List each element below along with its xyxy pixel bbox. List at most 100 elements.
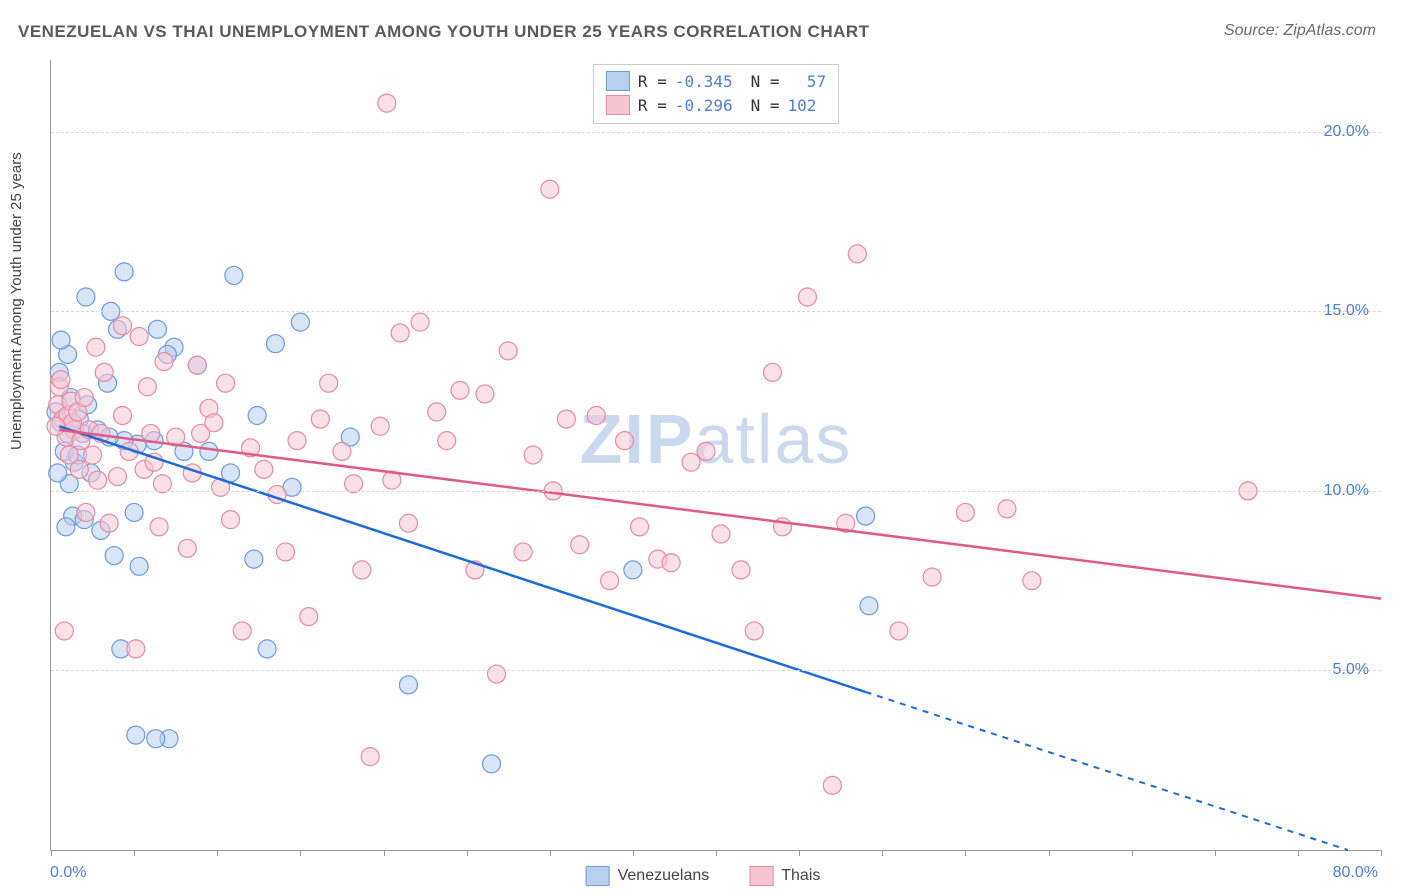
scatter-point: [848, 245, 866, 263]
x-axis-min-label: 0.0%: [50, 864, 86, 882]
legend-item-thais: Thais: [749, 866, 820, 886]
scatter-point: [890, 622, 908, 640]
scatter-point: [378, 94, 396, 112]
scatter-point: [399, 514, 417, 532]
scatter-point: [616, 432, 634, 450]
scatter-point: [488, 665, 506, 683]
scatter-point: [205, 414, 223, 432]
scatter-point: [276, 543, 294, 561]
scatter-point: [860, 597, 878, 615]
legend-label-thais: Thais: [781, 867, 820, 885]
scatter-point: [147, 730, 165, 748]
scatter-point: [601, 572, 619, 590]
scatter-point: [115, 263, 133, 281]
scatter-point: [1023, 572, 1041, 590]
legend-item-venezuelans: Venezuelans: [586, 866, 710, 886]
y-tick-label: 5.0%: [1333, 661, 1369, 679]
scatter-point: [956, 503, 974, 521]
scatter-point: [127, 726, 145, 744]
scatter-point: [662, 554, 680, 572]
scatter-point: [798, 288, 816, 306]
plot-svg: [51, 60, 1381, 850]
scatter-point: [148, 320, 166, 338]
scatter-point: [89, 471, 107, 489]
scatter-point: [764, 363, 782, 381]
scatter-point: [245, 550, 263, 568]
scatter-point: [233, 622, 251, 640]
scatter-point: [87, 338, 105, 356]
scatter-point: [483, 755, 501, 773]
source-label: Source: ZipAtlas.com: [1224, 22, 1376, 40]
scatter-point: [571, 536, 589, 554]
scatter-point: [631, 518, 649, 536]
scatter-point: [178, 539, 196, 557]
scatter-point: [255, 460, 273, 478]
scatter-point: [428, 403, 446, 421]
scatter-point: [57, 518, 75, 536]
scatter-point: [353, 561, 371, 579]
scatter-point: [150, 518, 168, 536]
scatter-point: [109, 468, 127, 486]
scatter-point: [113, 317, 131, 335]
scatter-point: [399, 676, 417, 694]
chart-area: ZIPatlas R = -0.345 N = 57 R = -0.296 N …: [50, 60, 1381, 851]
scatter-point: [411, 313, 429, 331]
page-title: VENEZUELAN VS THAI UNEMPLOYMENT AMONG YO…: [18, 22, 870, 42]
scatter-point: [697, 442, 715, 460]
scatter-point: [745, 622, 763, 640]
trend-line-extrapolated: [866, 692, 1348, 850]
trend-line: [59, 426, 865, 692]
scatter-point: [300, 608, 318, 626]
scatter-point: [712, 525, 730, 543]
scatter-point: [125, 503, 143, 521]
stats-row-thais: R = -0.296 N = 102: [606, 93, 826, 117]
swatch-venezuelans: [606, 71, 630, 91]
scatter-point: [225, 266, 243, 284]
stats-row-venezuelans: R = -0.345 N = 57: [606, 69, 826, 93]
scatter-point: [222, 511, 240, 529]
scatter-point: [514, 543, 532, 561]
scatter-point: [130, 557, 148, 575]
series-legend: Venezuelans Thais: [586, 866, 821, 886]
scatter-point: [587, 407, 605, 425]
legend-swatch-thais: [749, 866, 773, 886]
stats-legend: R = -0.345 N = 57 R = -0.296 N = 102: [593, 64, 839, 124]
x-axis-max-label: 80.0%: [1333, 864, 1378, 882]
scatter-point: [682, 453, 700, 471]
scatter-point: [217, 374, 235, 392]
scatter-point: [266, 335, 284, 353]
y-axis-label: Unemployment Among Youth under 25 years: [8, 152, 25, 450]
scatter-point: [113, 407, 131, 425]
scatter-point: [311, 410, 329, 428]
scatter-point: [732, 561, 750, 579]
scatter-point: [200, 442, 218, 460]
scatter-point: [75, 389, 93, 407]
scatter-point: [823, 776, 841, 794]
scatter-point: [105, 547, 123, 565]
scatter-point: [49, 464, 67, 482]
scatter-point: [258, 640, 276, 658]
scatter-point: [77, 503, 95, 521]
scatter-point: [557, 410, 575, 428]
legend-swatch-venezuelans: [586, 866, 610, 886]
trend-line: [59, 430, 1381, 599]
scatter-point: [499, 342, 517, 360]
scatter-point: [857, 507, 875, 525]
scatter-point: [998, 500, 1016, 518]
scatter-point: [84, 446, 102, 464]
scatter-point: [438, 432, 456, 450]
scatter-point: [291, 313, 309, 331]
scatter-point: [55, 622, 73, 640]
scatter-point: [248, 407, 266, 425]
scatter-point: [923, 568, 941, 586]
scatter-point: [541, 180, 559, 198]
scatter-point: [52, 371, 70, 389]
scatter-point: [138, 378, 156, 396]
scatter-point: [52, 331, 70, 349]
scatter-point: [127, 640, 145, 658]
scatter-point: [391, 324, 409, 342]
swatch-thais: [606, 95, 630, 115]
scatter-point: [95, 363, 113, 381]
scatter-point: [130, 328, 148, 346]
scatter-point: [524, 446, 542, 464]
